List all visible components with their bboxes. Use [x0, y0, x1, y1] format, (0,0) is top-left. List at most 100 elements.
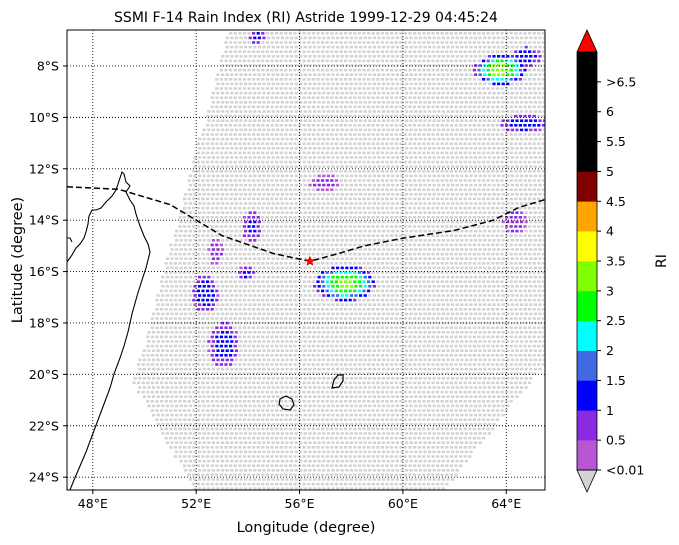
swath-pixel [486, 68, 490, 72]
swath-pixel [353, 114, 357, 118]
swath-pixel [418, 202, 422, 205]
swath-pixel [529, 174, 533, 178]
swath-pixel [179, 266, 183, 270]
swath-pixel [225, 257, 229, 260]
swath-pixel [265, 105, 269, 109]
swath-pixel [357, 234, 361, 237]
swath-pixel [317, 275, 321, 279]
swath-pixel [196, 160, 200, 164]
swath-pixel [432, 183, 436, 187]
swath-pixel [193, 303, 197, 306]
swath-pixel [391, 202, 395, 205]
swath-pixel [440, 41, 444, 44]
swath-pixel [497, 257, 501, 260]
swath-pixel [501, 183, 505, 187]
swath-pixel [486, 59, 490, 63]
swath-pixel [417, 225, 421, 228]
swath-pixel [265, 188, 269, 191]
swath-pixel [492, 248, 496, 251]
swath-pixel [514, 87, 518, 90]
swath-pixel [179, 229, 183, 233]
swath-pixel [391, 101, 395, 104]
swath-pixel [371, 151, 375, 155]
swath-pixel [294, 119, 298, 122]
swath-pixel [543, 294, 545, 297]
swath-pixel [524, 183, 528, 187]
swath-pixel [321, 317, 325, 320]
swath-pixel [464, 128, 468, 132]
swath-pixel [487, 248, 491, 251]
swath-pixel [210, 179, 214, 182]
swath-pixel [196, 252, 200, 256]
swath-pixel [334, 308, 338, 311]
swath-pixel [474, 220, 478, 224]
swath-pixel [451, 303, 455, 306]
swath-pixel [371, 78, 375, 81]
swath-pixel [215, 243, 219, 247]
swath-pixel [339, 188, 343, 191]
swath-pixel [261, 50, 265, 53]
chart-title: SSMI F-14 Rain Index (RI) Astride 1999-1… [114, 10, 498, 26]
swath-pixel [280, 220, 284, 224]
swath-pixel [533, 312, 537, 316]
swath-pixel [463, 59, 467, 63]
swath-pixel [252, 308, 256, 311]
swath-pixel [372, 202, 376, 205]
swath-pixel [486, 188, 490, 191]
swath-pixel [187, 252, 191, 256]
swath-pixel [359, 248, 363, 251]
swath-pixel [372, 82, 376, 86]
swath-pixel [322, 248, 326, 251]
swath-pixel [501, 220, 505, 224]
swath-pixel [331, 147, 335, 150]
swath-pixel [460, 248, 464, 251]
swath-pixel [290, 128, 294, 132]
swath-pixel [248, 275, 252, 279]
swath-pixel [193, 266, 197, 270]
swath-pixel [394, 59, 398, 63]
swath-pixel [308, 211, 312, 214]
swath-pixel [280, 73, 284, 76]
swath-pixel [483, 165, 487, 168]
swath-pixel [244, 137, 248, 141]
swath-pixel [248, 248, 252, 251]
swath-pixel [377, 64, 381, 67]
swath-pixel [391, 128, 395, 132]
swath-pixel [313, 36, 317, 40]
swath-pixel [152, 312, 156, 316]
swath-pixel [541, 298, 545, 302]
swath-pixel [405, 257, 409, 260]
swath-pixel [432, 248, 436, 251]
swath-pixel [426, 105, 430, 109]
swath-pixel [187, 289, 191, 293]
swath-pixel [454, 87, 458, 90]
swath-pixel [487, 45, 491, 49]
swath-pixel [500, 87, 504, 90]
swath-pixel [523, 59, 527, 63]
swath-pixel [541, 234, 545, 237]
swath-pixel [183, 252, 187, 256]
swath-pixel [523, 225, 527, 228]
swath-pixel [469, 36, 473, 40]
swath-pixel [524, 128, 528, 132]
swath-pixel [290, 312, 294, 316]
swath-pixel [423, 229, 427, 233]
swath-pixel [437, 64, 441, 67]
swath-pixel [293, 124, 297, 127]
swath-pixel [261, 78, 265, 81]
swath-pixel [353, 262, 357, 265]
swath-pixel [210, 206, 214, 210]
swath-pixel [331, 229, 335, 233]
swath-pixel [368, 156, 372, 159]
swath-pixel [253, 82, 257, 86]
swath-pixel [454, 206, 458, 210]
swath-pixel [463, 262, 467, 265]
swath-pixel [219, 142, 223, 145]
swath-pixel [377, 82, 381, 86]
swath-pixel [224, 234, 228, 237]
swath-pixel [206, 114, 210, 118]
swath-pixel [257, 45, 261, 49]
swath-pixel [334, 234, 338, 237]
swath-pixel [262, 211, 266, 214]
swath-pixel [252, 32, 256, 35]
